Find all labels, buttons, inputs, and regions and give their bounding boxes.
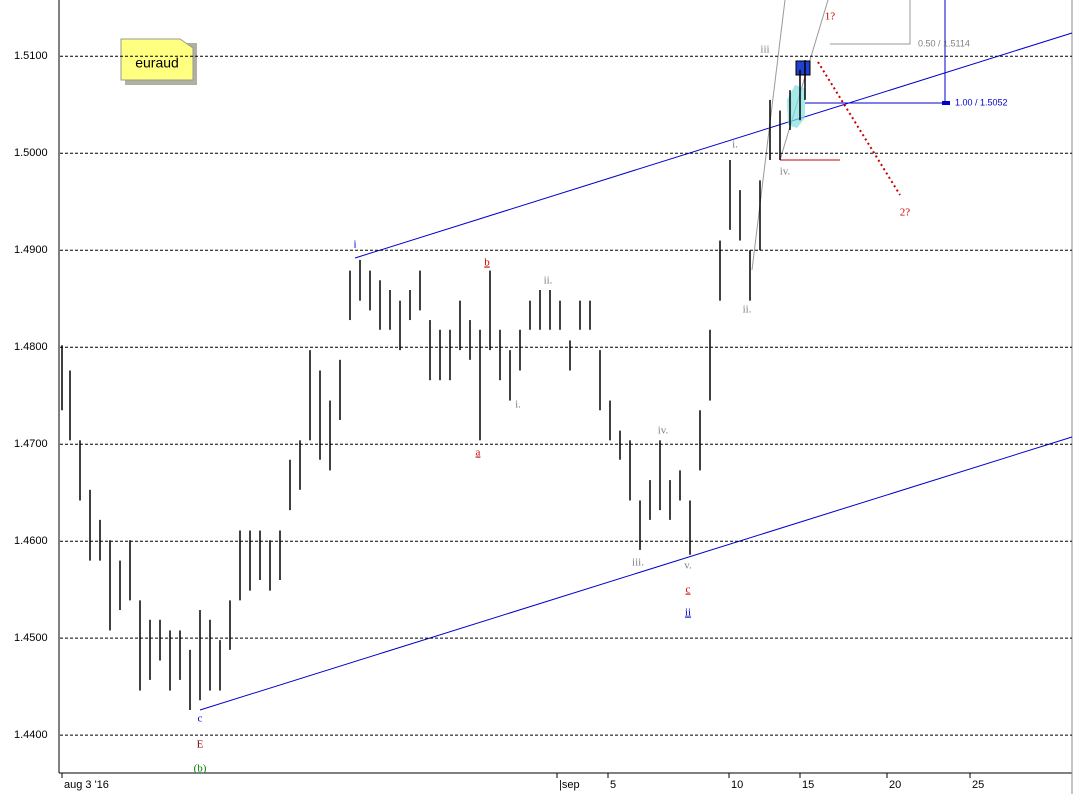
y-tick-label: 1.5000 bbox=[14, 147, 48, 159]
x-tick-label: 15 bbox=[802, 779, 814, 791]
wave-label: 2? bbox=[900, 207, 911, 219]
y-tick-label: 1.4700 bbox=[14, 438, 48, 450]
x-tick-label: 25 bbox=[972, 779, 984, 791]
wave-label: i. bbox=[515, 399, 521, 411]
wave-label: 0.50 / 1.5114 bbox=[918, 38, 970, 48]
wave-label: a bbox=[476, 447, 481, 459]
wave-label: iv. bbox=[780, 166, 791, 178]
wave-label: i bbox=[353, 239, 356, 251]
wave-label: iii. bbox=[632, 557, 644, 569]
y-tick-label: 1.4800 bbox=[14, 341, 48, 353]
wave-label: 1.00 / 1.5052 bbox=[955, 97, 1008, 107]
y-tick-label: 1.4500 bbox=[14, 632, 48, 644]
channel-line bbox=[751, 0, 786, 271]
wave-label: ii. bbox=[544, 275, 553, 287]
x-tick-label: 20 bbox=[889, 779, 901, 791]
wave-label: ii bbox=[685, 607, 691, 619]
wave-label: c bbox=[686, 584, 691, 596]
wave-label: iii bbox=[760, 44, 769, 56]
wave-label: v. bbox=[684, 560, 692, 572]
note-box bbox=[120, 38, 194, 81]
trend-line bbox=[199, 436, 1073, 711]
x-tick-label: 5 bbox=[610, 779, 616, 791]
y-tick-label: 1.5100 bbox=[14, 50, 48, 62]
wave-label: i. bbox=[732, 139, 738, 151]
target-box bbox=[795, 60, 811, 76]
wave-label: iv. bbox=[658, 425, 669, 437]
fib-marker bbox=[942, 101, 950, 105]
note-text: euraud bbox=[135, 55, 179, 71]
wave-label: E bbox=[197, 739, 204, 751]
wave-label: b bbox=[484, 257, 490, 269]
wave-label: (b) bbox=[194, 763, 207, 775]
x-tick-label: aug 3 '16 bbox=[64, 779, 109, 791]
wave-label: 1? bbox=[825, 11, 836, 23]
note: euraud bbox=[120, 38, 197, 85]
y-tick-label: 1.4400 bbox=[14, 729, 48, 741]
trend-line bbox=[354, 32, 1073, 259]
x-tick-label: 10 bbox=[731, 779, 743, 791]
channel-line bbox=[779, 0, 829, 161]
wave-label: ii. bbox=[743, 304, 752, 316]
x-tick-label: |sep bbox=[559, 779, 580, 791]
y-tick-label: 1.4600 bbox=[14, 535, 48, 547]
y-tick-label: 1.4900 bbox=[14, 244, 48, 256]
wave-label: c bbox=[198, 713, 203, 725]
projection-line bbox=[817, 61, 901, 196]
fib-line bbox=[830, 0, 911, 45]
